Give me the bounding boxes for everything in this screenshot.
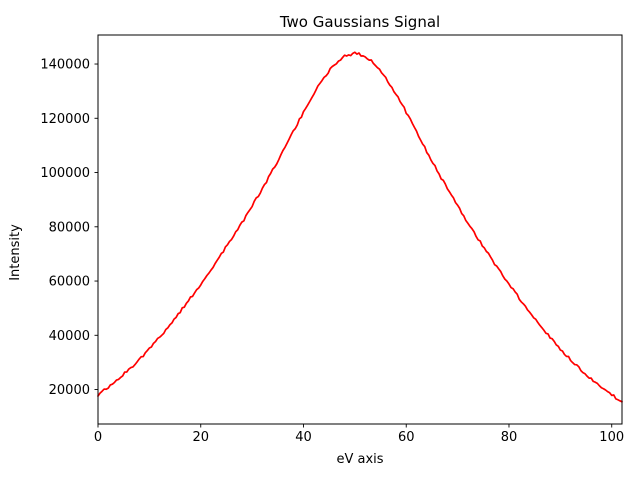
x-tick-label: 100 — [599, 430, 624, 445]
x-tick-label: 60 — [398, 430, 415, 445]
plot-background — [98, 35, 622, 424]
x-tick-label: 80 — [501, 430, 518, 445]
x-axis-label: eV axis — [336, 452, 383, 467]
x-tick-label: 20 — [192, 430, 209, 445]
y-tick-label: 80000 — [49, 220, 90, 235]
y-tick-label: 140000 — [40, 58, 90, 73]
x-tick-label: 40 — [295, 430, 312, 445]
y-axis: 20000 40000 60000 80000 100000 120000 140000 — [40, 58, 98, 398]
y-axis-label: Intensity — [8, 224, 23, 281]
chart-title: Two Gaussians Signal — [279, 13, 440, 31]
y-tick-label: 100000 — [40, 166, 90, 181]
plot-border — [97, 34, 623, 425]
x-tick-label: 0 — [94, 430, 102, 445]
x-axis: 0 20 40 60 80 100 — [94, 424, 624, 445]
signal-line — [97, 51, 623, 403]
y-tick-label: 20000 — [49, 383, 90, 398]
y-tick-label: 40000 — [49, 329, 90, 344]
y-tick-label: 120000 — [40, 112, 90, 127]
y-tick-label: 60000 — [49, 275, 90, 290]
